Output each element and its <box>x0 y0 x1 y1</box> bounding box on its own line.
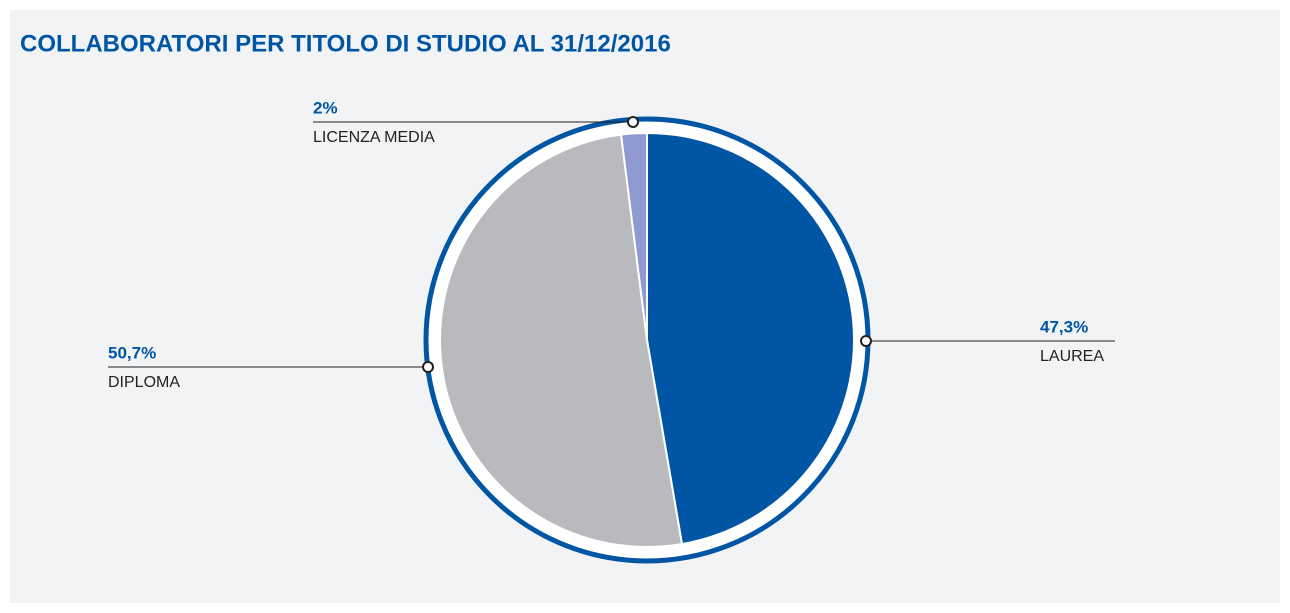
category-label: LAUREA <box>1040 348 1104 365</box>
value-label: 50,7% <box>108 343 156 362</box>
category-label: DIPLOMA <box>108 374 180 391</box>
chart-title: COLLABORATORI PER TITOLO DI STUDIO AL 31… <box>20 30 671 57</box>
wedge <box>619 131 648 341</box>
callout-dot <box>422 361 434 373</box>
callouts: 47,3% LAUREA 50,7% DIPLOMA 2% LICENZA MEDIA <box>108 98 1115 391</box>
category-label: LICENZA MEDIA <box>313 129 435 146</box>
value-label: 47,3% <box>1040 317 1088 336</box>
wedge <box>438 133 684 548</box>
value-label: 2% <box>313 98 338 117</box>
wedge <box>646 131 855 546</box>
callout-dot <box>627 116 639 128</box>
wedges <box>438 131 855 548</box>
callout-dot <box>860 335 872 347</box>
